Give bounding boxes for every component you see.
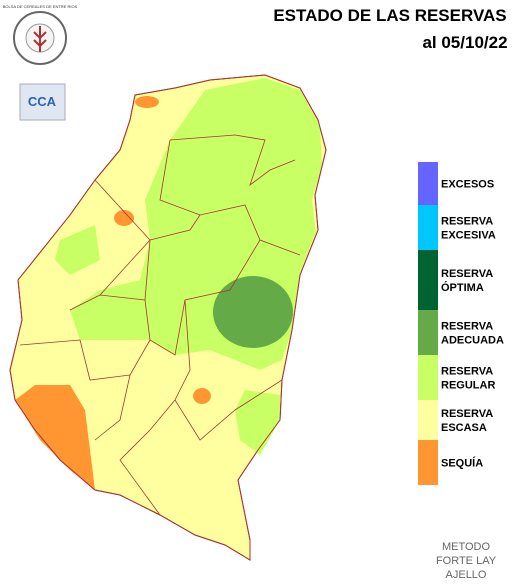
badge: CCA <box>19 83 66 121</box>
legend-label: RESERVA <box>441 321 493 333</box>
legend-label: ÓPTIMA <box>441 281 484 294</box>
badge-text: CCA <box>28 94 57 109</box>
legend-swatch <box>418 205 438 250</box>
legend-swatch <box>418 162 438 205</box>
footer-line: FORTE LAY <box>436 555 497 567</box>
legend-label: SEQUÍA <box>441 457 483 470</box>
legend-label: ESCASA <box>441 422 487 434</box>
legend-label: EXCESOS <box>441 179 494 191</box>
legend-swatch <box>418 310 438 355</box>
footer-line: METODO <box>442 541 491 553</box>
legend: EXCESOSRESERVAEXCESIVARESERVAÓPTIMARESER… <box>418 162 504 485</box>
date: al 05/10/22 <box>422 33 507 52</box>
legend-label: RESERVA <box>441 268 493 280</box>
institution-logo: BOLSA DE CEREALES DE ENTRE RIOS <box>3 4 78 65</box>
footer: METODO FORTE LAY AJELLO <box>436 541 497 581</box>
legend-label: RESERVA <box>441 366 493 378</box>
footer-line: AJELLO <box>446 569 487 579</box>
legend-label: ADECUADA <box>441 335 504 347</box>
legend-label: EXCESIVA <box>441 230 496 242</box>
legend-label: REGULAR <box>441 380 495 392</box>
institution-name: BOLSA DE CEREALES DE ENTRE RIOS <box>3 4 78 9</box>
legend-swatch <box>418 250 438 310</box>
legend-swatch <box>418 400 438 440</box>
province-map <box>9 74 327 561</box>
title: ESTADO DE LAS RESERVAS <box>273 6 506 25</box>
legend-label: RESERVA <box>441 216 493 228</box>
legend-label: RESERVA <box>441 408 493 420</box>
legend-swatch <box>418 355 438 400</box>
legend-swatch <box>418 440 438 485</box>
